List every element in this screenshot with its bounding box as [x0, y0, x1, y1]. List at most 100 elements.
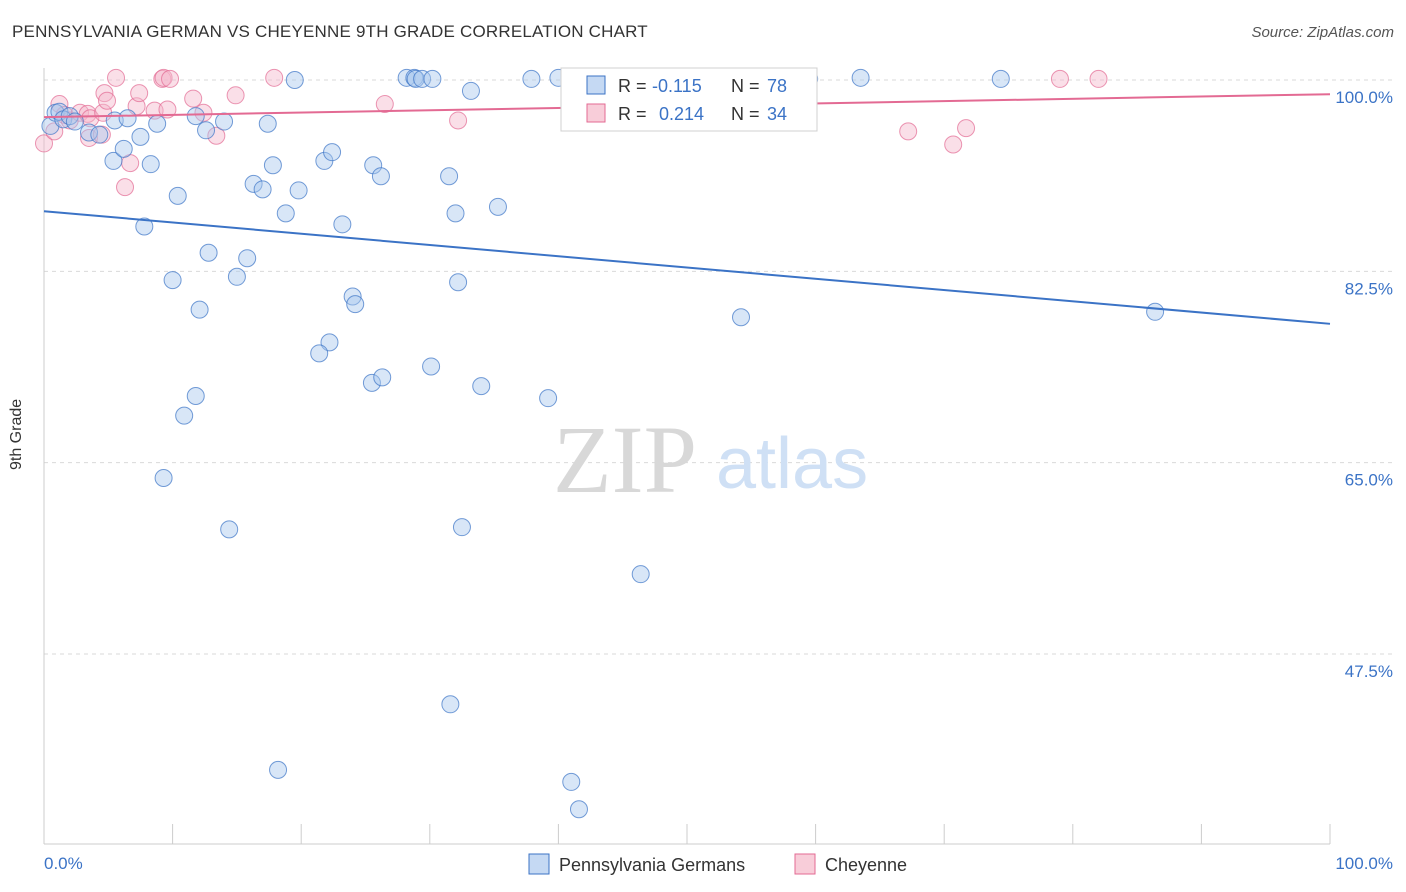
- y-tick-label-2: 65.0%: [1345, 471, 1393, 490]
- point-cheyenne-0: [35, 134, 53, 153]
- chart-title: PENNSYLVANIA GERMAN VS CHEYENNE 9TH GRAD…: [12, 22, 648, 41]
- point-cheyenne-19: [153, 69, 172, 88]
- series-legend: Pennsylvania Germans Cheyenne: [528, 853, 907, 875]
- point-cheyenne-14: [116, 178, 135, 197]
- legend-label-pennsylvania-germans: Pennsylvania Germans: [559, 855, 745, 875]
- point-cheyenne-17: [130, 84, 149, 103]
- stats-n-value-pink: 34: [767, 104, 787, 124]
- stats-swatch-blue: [586, 75, 606, 95]
- point-pennsylvania-germans-35: [440, 167, 459, 186]
- source-label: Source: ZipAtlas.com: [1251, 24, 1394, 41]
- point-pennsylvania-germans-57: [310, 344, 329, 363]
- point-cheyenne-22: [161, 69, 180, 88]
- point-pennsylvania-germans-60: [449, 273, 468, 292]
- grid-lines: [44, 79, 1394, 655]
- point-cheyenne-26: [226, 86, 245, 105]
- point-cheyenne-20: [154, 68, 173, 87]
- stats-n-value-blue: 78: [767, 76, 787, 96]
- stats-n-label-blue: N =: [731, 76, 760, 96]
- point-pennsylvania-germans-26: [323, 143, 342, 162]
- point-pennsylvania-germans-17: [197, 121, 216, 140]
- point-pennsylvania-germans-48: [851, 68, 870, 87]
- point-pennsylvania-germans-65: [422, 357, 441, 376]
- x-tick-label-1: 100.0%: [1335, 854, 1393, 873]
- point-cheyenne-23: [184, 89, 203, 108]
- point-pennsylvania-germans-24: [289, 181, 308, 200]
- stats-legend: R = -0.115 N = 78 R = 0.214 N = 34: [560, 67, 818, 132]
- point-pennsylvania-germans-36: [446, 204, 465, 223]
- point-pennsylvania-germans-74: [441, 695, 460, 714]
- point-pennsylvania-germans-33: [413, 69, 432, 88]
- point-pennsylvania-germans-7: [90, 125, 109, 144]
- tick-labels: 100.0% 82.5% 65.0% 47.5% 0.0% 100.0%: [44, 88, 1393, 873]
- point-pennsylvania-germans-11: [104, 151, 123, 170]
- point-pennsylvania-germans-59: [346, 295, 365, 314]
- point-pennsylvania-germans-49: [991, 69, 1010, 88]
- stats-n-label-pink: N =: [731, 104, 760, 124]
- point-pennsylvania-germans-38: [488, 197, 507, 216]
- point-pennsylvania-germans-12: [114, 139, 133, 158]
- point-pennsylvania-germans-73: [631, 565, 650, 584]
- point-pennsylvania-germans-72: [452, 518, 471, 537]
- point-cheyenne-13: [107, 68, 126, 87]
- y-tick-label-3: 47.5%: [1345, 662, 1393, 681]
- point-pennsylvania-germans-67: [539, 389, 558, 408]
- point-pennsylvania-germans-51: [163, 271, 182, 290]
- point-cheyenne-21: [158, 100, 177, 119]
- point-pennsylvania-germans-10: [131, 127, 150, 146]
- point-pennsylvania-germans-69: [175, 406, 194, 425]
- stats-swatch-pink: [586, 103, 606, 123]
- stats-r-label-blue: R =: [618, 76, 647, 96]
- point-cheyenne-29: [449, 111, 468, 130]
- point-cheyenne-33: [1050, 69, 1069, 88]
- point-cheyenne-34: [1089, 69, 1108, 88]
- point-pennsylvania-germans-21: [258, 114, 277, 133]
- point-cheyenne-25: [207, 126, 226, 145]
- point-pennsylvania-germans-29: [371, 167, 390, 186]
- point-pennsylvania-germans-13: [141, 155, 160, 174]
- point-pennsylvania-germans-52: [199, 243, 218, 262]
- point-cheyenne-28: [375, 95, 394, 114]
- point-pennsylvania-germans-66: [472, 377, 491, 396]
- point-pennsylvania-germans-31: [405, 68, 424, 87]
- point-pennsylvania-germans-70: [154, 468, 173, 487]
- point-pennsylvania-germans-77: [569, 800, 588, 819]
- legend-label-cheyenne: Cheyenne: [825, 855, 907, 875]
- point-pennsylvania-germans-9: [118, 109, 137, 128]
- x-tick-label-0: 0.0%: [44, 854, 83, 873]
- point-cheyenne-12: [98, 91, 117, 110]
- point-cheyenne-2: [50, 95, 69, 114]
- point-pennsylvania-germans-50: [135, 217, 154, 236]
- y-tick-label-1: 82.5%: [1345, 279, 1393, 298]
- stats-r-value-pink: 0.214: [659, 104, 704, 124]
- point-pennsylvania-germans-15: [168, 186, 187, 205]
- point-cheyenne-30: [899, 122, 918, 141]
- stats-r-value-blue: -0.115: [652, 76, 702, 96]
- point-pennsylvania-germans-34: [423, 69, 442, 88]
- point-cheyenne-27: [265, 68, 284, 87]
- point-cheyenne-31: [944, 135, 963, 154]
- point-pennsylvania-germans-68: [186, 386, 205, 405]
- point-pennsylvania-germans-75: [269, 760, 288, 779]
- trend-line-pennsylvania-germans: [43, 210, 1331, 325]
- watermark-zip: ZIP: [553, 406, 697, 513]
- point-pennsylvania-germans-37: [461, 81, 480, 100]
- point-pennsylvania-germans-61: [732, 308, 751, 327]
- point-pennsylvania-germans-56: [320, 333, 339, 352]
- point-pennsylvania-germans-27: [333, 215, 352, 234]
- legend-swatch-pennsylvania-germans: [528, 853, 550, 875]
- point-pennsylvania-germans-53: [227, 267, 246, 286]
- y-tick-label-0: 100.0%: [1335, 88, 1393, 107]
- point-pennsylvania-germans-39: [285, 71, 304, 89]
- point-pennsylvania-germans-23: [276, 204, 295, 223]
- point-cheyenne-32: [957, 119, 976, 138]
- point-pennsylvania-germans-30: [397, 68, 416, 87]
- point-pennsylvania-germans-20: [253, 180, 272, 199]
- point-pennsylvania-germans-76: [562, 772, 581, 791]
- point-pennsylvania-germans-19: [244, 174, 263, 193]
- legend-swatch-cheyenne: [794, 853, 816, 875]
- watermark: ZIP atlas: [553, 406, 868, 513]
- point-pennsylvania-germans-14: [148, 114, 167, 133]
- point-pennsylvania-germans-63: [362, 373, 381, 392]
